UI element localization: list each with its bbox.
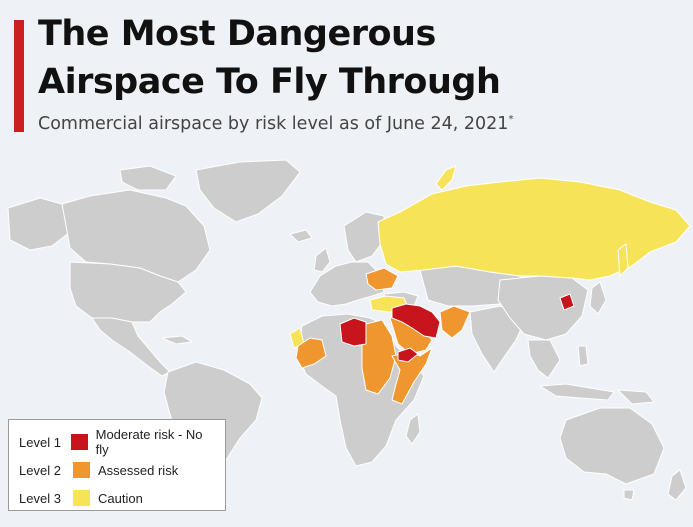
title-line-1: The Most Dangerous [38,14,436,54]
tasmania [623,489,635,501]
ukraine [365,267,399,291]
arctic-islands [119,165,177,191]
legend-item-label: Assessed risk [98,462,179,478]
russia [377,177,691,281]
novaya-zemlya [435,165,457,191]
mali [295,337,327,369]
iceland [289,229,313,243]
europe [309,261,385,307]
legend-item-level1: Level 1 Moderate risk - No fly [19,427,215,457]
title-line-2: Airspace To Fly Through [38,62,501,102]
alaska [7,197,71,251]
australia [559,407,665,485]
usa [69,261,187,323]
title-accent-bar [14,20,24,132]
new-zealand [667,469,687,501]
legend: Level 1 Moderate risk - No fly Level 2 A… [8,419,226,511]
level1-regions [339,293,575,363]
uk [313,247,331,273]
subtitle: Commercial airspace by risk level as of … [38,114,513,134]
sakhalin [617,243,629,278]
level1-swatch [71,434,88,450]
page-title: The Most Dangerous Airspace To Fly Throu… [38,10,678,106]
legend-level-label: Level 1 [19,434,61,450]
level3-regions [289,165,691,349]
legend-item-level2: Level 2 Assessed risk [19,456,215,484]
indonesia [538,383,615,401]
madagascar [405,413,421,445]
legend-item-level3: Level 3 Caution [19,484,215,512]
level2-swatch [73,462,90,478]
north-korea [559,293,575,311]
legend-item-label: Moderate risk - No fly [95,427,203,457]
afghanistan [439,305,471,339]
scandinavia [343,211,385,263]
greenland [195,159,301,223]
philippines [577,345,589,367]
canada [61,189,211,283]
footnote-mark: * [508,114,514,126]
iraq-iran-syria [391,303,441,339]
legend-level-label: Level 2 [19,462,61,478]
southeast-asia [527,339,561,379]
legend-level-label: Level 3 [19,490,61,506]
japan [589,281,607,315]
libya [339,317,367,347]
new-guinea [616,389,655,405]
cuba [161,335,194,345]
subtitle-text: Commercial airspace by risk level as of … [38,114,509,134]
level3-swatch [73,490,90,506]
yemen [397,347,419,363]
legend-item-label: Caution [98,490,143,506]
mexico [91,317,171,377]
egypt-sudan [361,319,397,395]
